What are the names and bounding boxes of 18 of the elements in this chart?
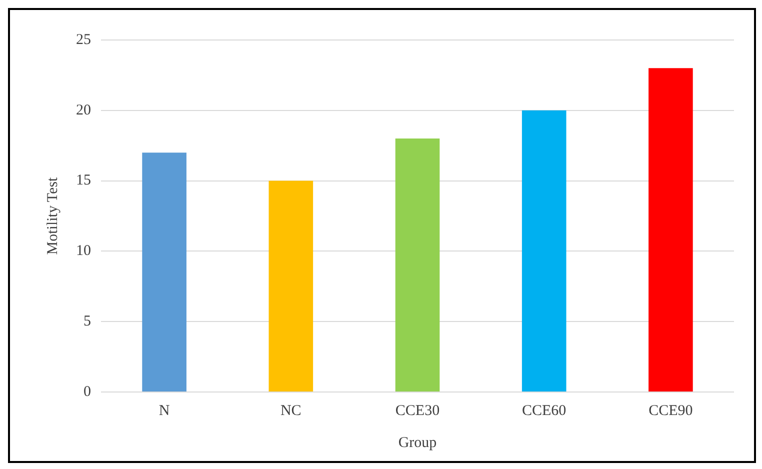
y-tick-label: 10 xyxy=(76,243,91,260)
bar xyxy=(268,180,314,392)
x-tick-label: CCE90 xyxy=(648,402,693,419)
y-tick-label: 20 xyxy=(76,102,91,118)
bar xyxy=(522,110,566,392)
x-tick-label: CCE60 xyxy=(522,402,566,419)
x-tick-label: NC xyxy=(280,402,302,419)
x-axis-title: Group xyxy=(398,434,437,451)
y-tick-label: 25 xyxy=(76,32,91,48)
bar xyxy=(395,138,440,392)
y-tick-label: 15 xyxy=(76,172,91,189)
bar xyxy=(648,68,693,392)
y-tick-label: 5 xyxy=(84,314,91,330)
x-tick-label: N xyxy=(158,402,170,419)
x-tick-label: CCE30 xyxy=(395,402,440,419)
y-tick-label: 0 xyxy=(84,384,91,400)
y-axis-title: Motility Test xyxy=(44,176,61,255)
bar xyxy=(142,152,186,392)
